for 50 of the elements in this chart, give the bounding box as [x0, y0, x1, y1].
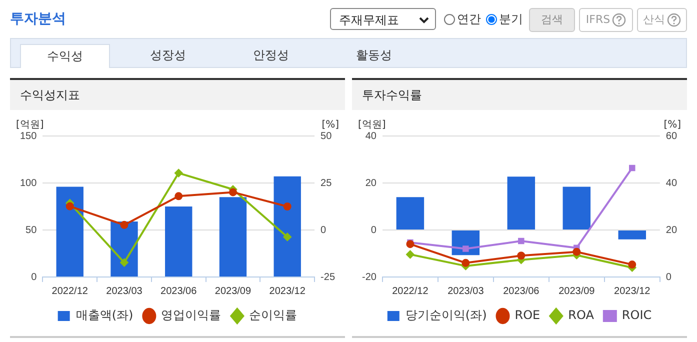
text: 안정성 — [252, 47, 290, 64]
text: 산식 — [643, 12, 665, 28]
text: 연간 — [457, 11, 481, 28]
y2-tick-label: 25 — [320, 178, 332, 189]
y-tick-label: 40 — [365, 130, 377, 142]
x-tick-label: 2022/12 — [52, 286, 88, 297]
legend-label: 순이익률 — [249, 308, 298, 322]
y2-axis-title: [%] — [664, 120, 682, 131]
text: 수익성 — [20, 44, 110, 68]
x-tick-label: 2023/09 — [214, 286, 252, 297]
text: 성장성 — [149, 47, 187, 64]
y-tick-label: 0 — [31, 272, 38, 283]
x-tick-label: 2023/09 — [558, 286, 596, 297]
x-tick-label: 2023/06 — [160, 286, 198, 297]
text: 검색 — [541, 12, 563, 28]
legend-label: ROE — [514, 308, 540, 322]
y-tick-label: -20 — [362, 272, 377, 283]
legend-label: ROA — [568, 308, 595, 322]
y-tick-label: 0 — [370, 224, 377, 236]
y-tick-label: 150 — [20, 130, 38, 142]
y2-tick-label: 50 — [320, 130, 332, 142]
text: 분기 — [499, 11, 523, 28]
x-tick-label: 2023/12 — [269, 286, 306, 297]
y2-axis-title: [%] — [322, 120, 340, 131]
chart-title: 수익성지표 — [10, 80, 345, 110]
legend-label: 당기순이익(좌) — [405, 308, 487, 322]
x-tick-label: 2023/03 — [448, 286, 484, 297]
y2-tick-label: 60 — [666, 130, 678, 142]
y-tick-label: 20 — [365, 178, 377, 189]
legend-label: ROIC — [622, 308, 652, 322]
y2-tick-label: 40 — [666, 178, 678, 189]
text: IFRS — [586, 12, 610, 28]
text: 활동성 — [355, 47, 393, 64]
x-tick-label: 2023/06 — [503, 286, 540, 297]
y-axis-title: [억원] — [358, 120, 386, 131]
chart-title: 투자수익률 — [352, 80, 687, 110]
y2-tick-label: -25 — [320, 272, 336, 283]
legend-label: 영업이익률 — [161, 308, 222, 322]
text: 투자분석 — [10, 10, 66, 28]
y2-tick-label: 20 — [666, 224, 678, 236]
x-tick-label: 2023/03 — [106, 286, 143, 297]
y-tick-label: 100 — [20, 178, 38, 189]
x-tick-label: 2022/12 — [392, 286, 429, 297]
y2-tick-label: 0 — [666, 272, 672, 283]
y-tick-label: 50 — [26, 224, 38, 236]
y-axis-title: [억원] — [16, 120, 44, 131]
y2-tick-label: 0 — [320, 224, 327, 236]
x-tick-label: 2023/12 — [614, 286, 651, 297]
text: 주재무제표 — [339, 13, 399, 27]
legend-label: 매출액(좌) — [76, 308, 134, 322]
